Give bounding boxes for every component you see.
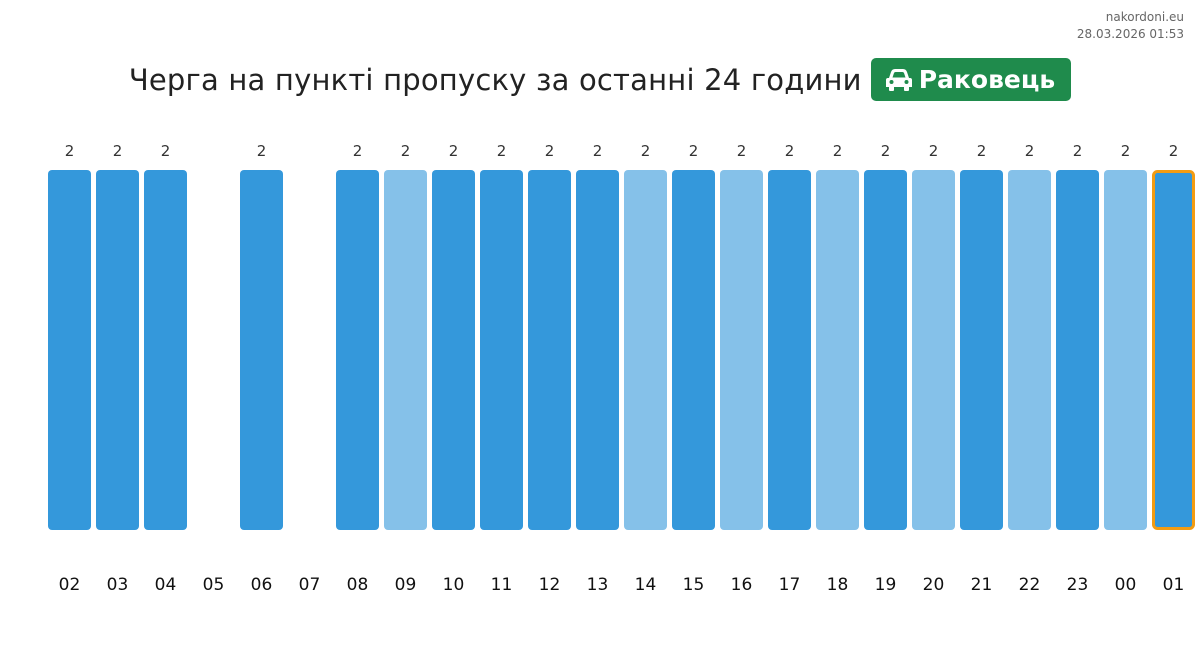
hour-label-20: 20	[923, 575, 945, 595]
chart-title: Черга на пункті пропуску за останні 24 г…	[128, 62, 862, 97]
hour-label-05: 05	[203, 575, 225, 595]
value-label-19: 2	[881, 142, 891, 160]
bar-20[interactable]	[912, 170, 955, 530]
value-label-23: 2	[1073, 142, 1083, 160]
bar-11[interactable]	[480, 170, 523, 530]
value-label-18: 2	[833, 142, 843, 160]
value-label-00: 2	[1121, 142, 1131, 160]
car-icon	[885, 68, 912, 91]
bar-19[interactable]	[864, 170, 907, 530]
value-label-01: 2	[1169, 142, 1179, 160]
value-label-10: 2	[449, 142, 459, 160]
value-label-02: 2	[65, 142, 75, 160]
bar-16[interactable]	[720, 170, 763, 530]
hour-label-00: 00	[1115, 575, 1137, 595]
hour-label-22: 22	[1019, 575, 1041, 595]
value-label-09: 2	[401, 142, 411, 160]
timestamp: 28.03.2026 01:53	[1076, 27, 1184, 41]
value-label-21: 2	[977, 142, 987, 160]
value-label-17: 2	[785, 142, 795, 160]
hour-label-13: 13	[587, 575, 609, 595]
bar-08[interactable]	[336, 170, 379, 530]
value-label-16: 2	[737, 142, 747, 160]
site-name: nakordoni.eu	[1105, 10, 1184, 24]
bar-02[interactable]	[48, 170, 91, 530]
bar-06[interactable]	[240, 170, 283, 530]
bar-22[interactable]	[1008, 170, 1051, 530]
hour-label-17: 17	[779, 575, 801, 595]
hour-label-14: 14	[635, 575, 657, 595]
checkpoint-badge[interactable]: Раковець	[870, 58, 1072, 101]
bar-17[interactable]	[768, 170, 811, 530]
hour-label-08: 08	[347, 575, 369, 595]
bar-18[interactable]	[816, 170, 859, 530]
value-label-14: 2	[641, 142, 651, 160]
bar-13[interactable]	[576, 170, 619, 530]
hour-label-15: 15	[683, 575, 705, 595]
bar-04[interactable]	[144, 170, 187, 530]
bar-00[interactable]	[1104, 170, 1147, 530]
hour-label-03: 03	[107, 575, 129, 595]
value-label-22: 2	[1025, 142, 1035, 160]
value-label-12: 2	[545, 142, 555, 160]
hour-label-12: 12	[539, 575, 561, 595]
hour-label-09: 09	[395, 575, 417, 595]
value-label-03: 2	[113, 142, 123, 160]
value-label-11: 2	[497, 142, 507, 160]
meta-info: nakordoni.eu 28.03.2026 01:53	[1077, 9, 1184, 43]
hour-label-01: 01	[1163, 575, 1185, 595]
hour-label-21: 21	[971, 575, 993, 595]
bar-23[interactable]	[1056, 170, 1099, 530]
bar-12[interactable]	[528, 170, 571, 530]
value-label-06: 2	[257, 142, 267, 160]
bar-10[interactable]	[432, 170, 475, 530]
value-label-04: 2	[161, 142, 171, 160]
value-label-13: 2	[593, 142, 603, 160]
value-label-08: 2	[353, 142, 363, 160]
hour-label-18: 18	[827, 575, 849, 595]
bar-01[interactable]	[1152, 170, 1195, 530]
hour-label-16: 16	[731, 575, 753, 595]
hour-label-02: 02	[59, 575, 81, 595]
value-label-15: 2	[689, 142, 699, 160]
hour-label-23: 23	[1067, 575, 1089, 595]
hour-label-04: 04	[155, 575, 177, 595]
checkpoint-name: Раковець	[918, 65, 1056, 94]
header: Черга на пункті пропуску за останні 24 г…	[0, 58, 1200, 101]
bar-09[interactable]	[384, 170, 427, 530]
bar-03[interactable]	[96, 170, 139, 530]
bar-21[interactable]	[960, 170, 1003, 530]
hour-label-06: 06	[251, 575, 273, 595]
bar-14[interactable]	[624, 170, 667, 530]
hour-label-10: 10	[443, 575, 465, 595]
hour-label-07: 07	[299, 575, 321, 595]
bar-15[interactable]	[672, 170, 715, 530]
hour-label-19: 19	[875, 575, 897, 595]
hour-label-11: 11	[491, 575, 513, 595]
value-label-20: 2	[929, 142, 939, 160]
